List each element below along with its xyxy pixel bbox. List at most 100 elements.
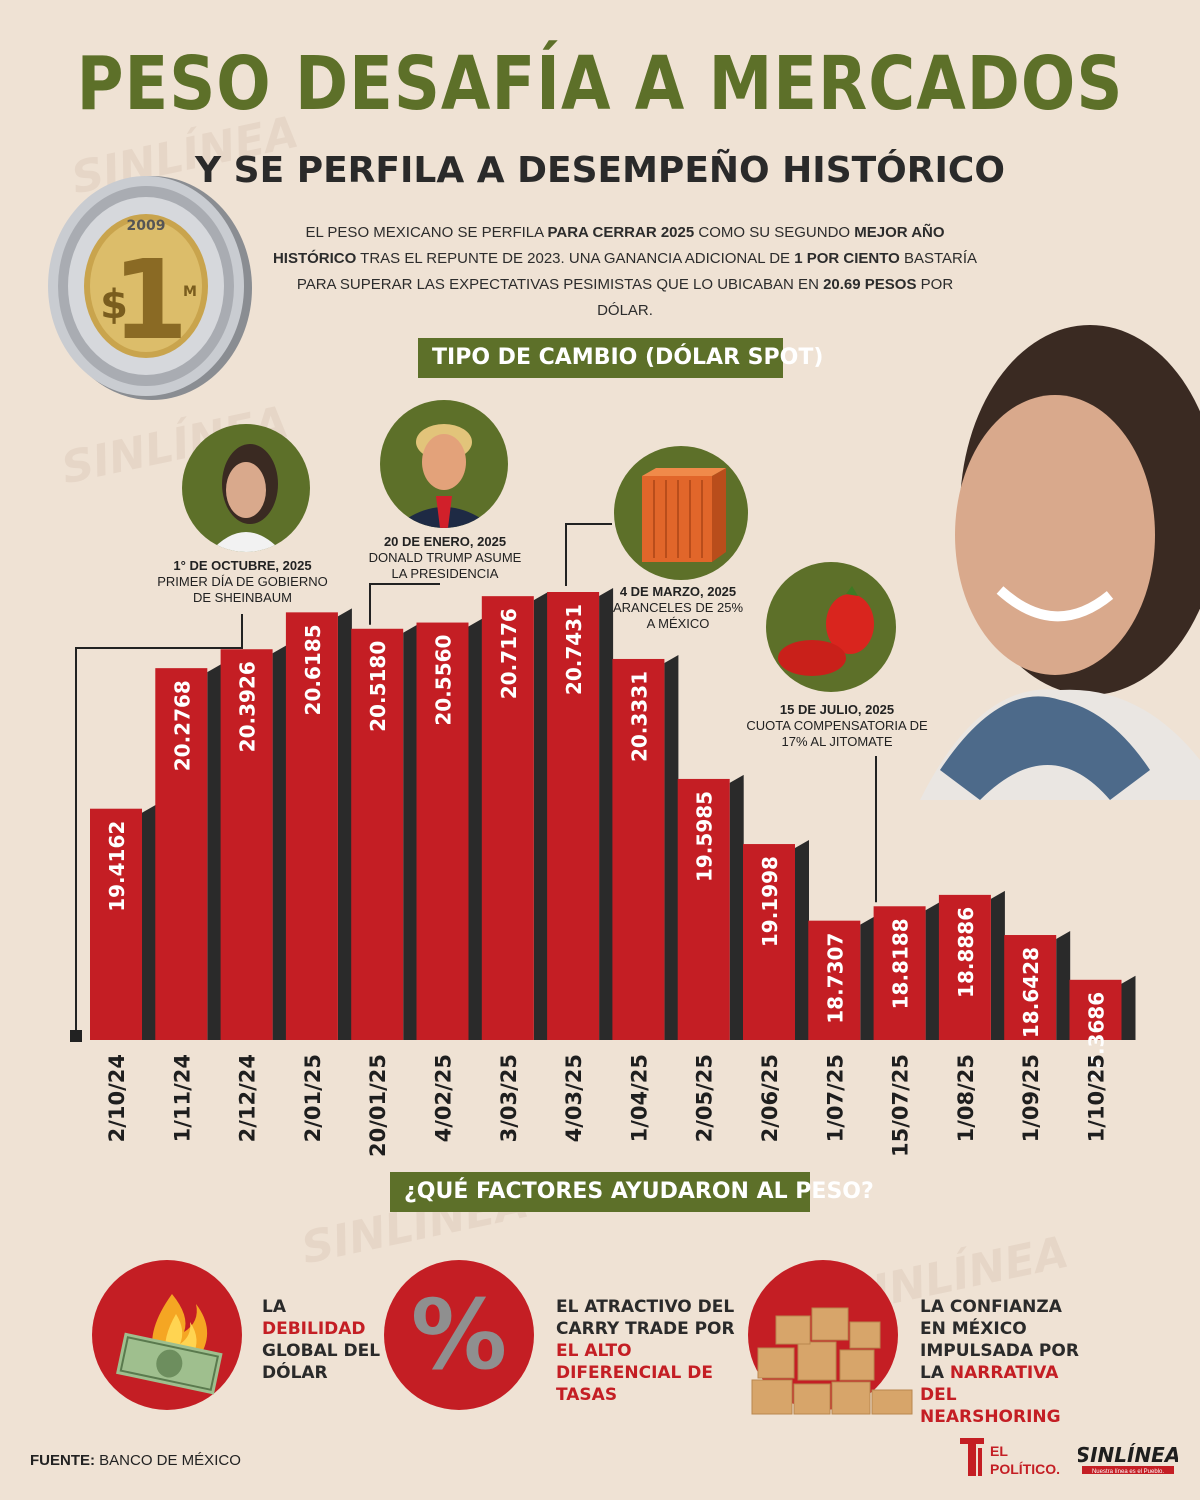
coin-denomination: 1: [112, 236, 189, 364]
x-tick-label: 3/03/25: [497, 1054, 521, 1142]
intro-text: El peso mexicano se perfila: [305, 224, 548, 241]
annotation-sheinbaum: 1° DE OCTUBRE, 2025 PRIMER DÍA DE GOBIER…: [150, 558, 335, 606]
factor-highlight: debilidad: [262, 1319, 366, 1339]
chart-bar: [416, 622, 469, 1040]
chart-bar: [612, 658, 665, 1040]
bar-shadow: [599, 588, 614, 1040]
factor-circle: [748, 1260, 913, 1415]
chart-bar: [677, 778, 730, 1040]
leader-endpoint: [70, 1030, 82, 1042]
chart-bar: [938, 894, 991, 1040]
percent-icon: %: [411, 1279, 507, 1391]
x-tick-label: 2/12/24: [236, 1054, 260, 1142]
intro-text: bastaría para superar las expectativas p…: [296, 250, 978, 293]
bar-shadow: [207, 664, 222, 1040]
annotation-date: 15 DE JULIO, 2025: [779, 702, 895, 717]
bar-value-label: 18.7307: [823, 933, 847, 1024]
bar-value-label: 20.3926: [236, 661, 260, 752]
chart-bar: [743, 844, 795, 1040]
annotation-text: DONALD TRUMP ASUME LA PRESIDENCIA: [368, 550, 522, 581]
bar-shadow: [925, 902, 940, 1040]
trump-photo: [380, 400, 508, 528]
bar-shadow: [729, 774, 744, 1040]
bar-value-label: 18.3686: [1085, 992, 1109, 1083]
x-tick-label: 2/05/25: [693, 1054, 717, 1142]
coin-mint: M: [183, 284, 197, 300]
annotation-aranceles: 4 DE MARZO, 2025 ARANCELES DE 25% A MÉXI…: [612, 584, 744, 632]
annotation-text: PRIMER DÍA DE GOBIERNO DE SHEINBAUM: [157, 574, 328, 605]
peso-coin-icon: 2009 $ 1 M: [48, 176, 252, 400]
intro-emphasis: para cerrar 2025: [547, 224, 695, 241]
bar-shadow: [990, 890, 1005, 1040]
factor-text: La confianza en México impulsada por la …: [920, 1296, 1080, 1428]
annotation-text: ARANCELES DE 25% A MÉXICO: [612, 600, 744, 631]
page-title: PESO DESAFÍA A MERCADOS: [76, 42, 1124, 128]
chart-bar: [220, 649, 273, 1040]
chart-bar: [808, 920, 861, 1040]
x-tick-label: 1/07/25: [823, 1054, 847, 1142]
chart-bar: [547, 592, 600, 1040]
intro-text: como su segundo: [694, 224, 855, 241]
x-tick-label: 1/11/24: [170, 1054, 194, 1142]
annotation-text: CUOTA COMPENSATORIA DE 17% AL JITOMATE: [746, 718, 928, 749]
x-tick-label: 1/10/25: [1085, 1054, 1109, 1142]
factor-circle: %: [384, 1260, 534, 1410]
bar-shadow: [664, 654, 679, 1040]
logo-sinlinea-tag: Nuestra línea es el Pueblo.: [1092, 1469, 1164, 1475]
coin-year: 2009: [127, 218, 166, 234]
bar-shadow: [1056, 931, 1071, 1040]
x-tick-label: 2/06/25: [758, 1054, 782, 1142]
svg-text:%: %: [411, 1279, 507, 1391]
chart-bar: [873, 906, 926, 1040]
x-tick-label: 4/02/25: [432, 1054, 456, 1142]
factor-text: La debilidad global del dólar: [262, 1296, 392, 1384]
x-tick-label: 4/03/25: [562, 1054, 586, 1142]
x-tick-label: 20/01/25: [366, 1054, 390, 1157]
sheinbaum-large-portrait: [920, 325, 1200, 800]
bar-value-label: 19.5985: [693, 791, 717, 882]
bar-value-label: 20.7176: [497, 608, 521, 699]
bar-shadow: [468, 618, 483, 1040]
x-tick-label: 2/01/25: [301, 1054, 325, 1142]
source-label: FUENTE:: [30, 1452, 95, 1469]
logo-sinlinea-text: SINLÍNEA: [1078, 1443, 1178, 1467]
page-subtitle: Y SE PERFILA A DESEMPEÑO HISTÓRICO: [195, 150, 1005, 191]
bar-shadow: [1121, 975, 1136, 1040]
chart-bar: [351, 628, 404, 1040]
sinlinea-logo: SINLÍNEA Nuestra línea es el Pueblo.: [1078, 1443, 1178, 1475]
chart-bar: [1069, 979, 1122, 1040]
intro-emphasis: 20.69 pesos: [823, 276, 917, 293]
intro-text: tras el repunte de 2023. Una ganancia ad…: [356, 250, 795, 267]
bar-value-label: 19.4162: [105, 821, 129, 912]
factor-plain: El atractivo del carry trade por: [556, 1297, 735, 1339]
bar-value-label: 19.1998: [758, 856, 782, 947]
annotation-date: 4 DE MARZO, 2025: [619, 584, 737, 599]
x-tick-label: 15/07/25: [889, 1054, 913, 1157]
bar-shadow: [533, 592, 548, 1040]
logo-politico: POLÍTICO.: [990, 1461, 1060, 1477]
bar-value-label: 20.5180: [366, 641, 390, 732]
chart-bar: [481, 596, 534, 1040]
factor-plain: global del dólar: [262, 1341, 381, 1383]
sheinbaum-photo: [182, 424, 310, 552]
x-tick-label: 1/09/25: [1019, 1054, 1043, 1142]
leader-line-sheinbaum: [75, 614, 243, 1036]
factors-title-badge: ¿QUÉ FACTORES AYUDARON AL PESO?: [390, 1172, 874, 1212]
coin-symbol: $: [100, 282, 128, 328]
container-photo: [614, 446, 748, 580]
chart-bar: [1004, 935, 1057, 1040]
factor-circle: [92, 1260, 242, 1410]
factor-plain: La: [262, 1297, 286, 1317]
annotation-date: 20 DE ENERO, 2025: [383, 534, 507, 549]
factor-highlight: el alto diferencial de tasas: [556, 1341, 714, 1405]
intro-text: por dólar.: [597, 276, 954, 319]
bar-value-label: 20.6185: [301, 624, 325, 715]
bar-value-label: 20.5560: [432, 635, 456, 726]
boxes-icon: [751, 1307, 913, 1415]
bar-shadow: [860, 916, 875, 1040]
factor-plain: La confianza en México impulsada por la: [920, 1297, 1079, 1383]
chart-bar: [90, 808, 142, 1040]
bar-value-label: 20.2768: [170, 680, 194, 771]
chart-bar: [285, 612, 338, 1040]
chart-title-badge: TIPO DE CAMBIO (DÓLAR SPOT): [418, 338, 823, 378]
